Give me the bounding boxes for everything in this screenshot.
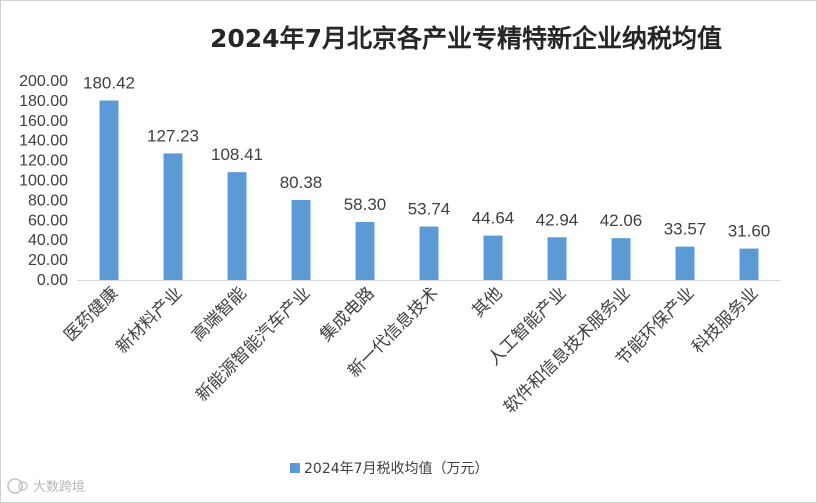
bar-value-label: 31.60 <box>728 222 771 241</box>
x-category-label: 新能源智能汽车产业 <box>192 283 314 405</box>
db-logo-icon <box>7 478 28 494</box>
bar-value-label: 33.57 <box>664 220 707 239</box>
bar <box>675 246 695 280</box>
bar-value-label: 42.06 <box>600 211 643 230</box>
y-tick-label: 40.00 <box>28 232 68 249</box>
y-tick-label: 100.00 <box>19 173 68 190</box>
y-tick-label: 60.00 <box>28 212 68 229</box>
x-category-label: 其他 <box>468 283 506 321</box>
bar-value-label: 127.23 <box>147 126 199 145</box>
legend-swatch <box>290 463 300 473</box>
bar <box>419 226 439 280</box>
bar-value-label: 53.74 <box>408 200 451 219</box>
watermark-text: 大数跨境 <box>33 480 85 495</box>
chart-title: 2024年7月北京各产业专精特新企业纳税均值 <box>210 24 722 53</box>
x-category-label: 集成电路 <box>316 283 378 345</box>
x-category-label: 高端智能 <box>188 283 250 345</box>
bar-value-label: 58.30 <box>344 195 387 214</box>
bar <box>739 248 759 280</box>
y-tick-label: 160.00 <box>19 113 68 130</box>
bar <box>611 238 631 280</box>
x-category-label: 软件和信息技术服务业 <box>500 283 634 417</box>
y-tick-label: 0.00 <box>37 272 68 289</box>
legend: 2024年7月税收均值（万元） <box>290 461 489 477</box>
y-tick-label: 140.00 <box>19 133 68 150</box>
y-tick-label: 80.00 <box>28 192 68 209</box>
x-category-label: 科技服务业 <box>688 283 762 357</box>
y-tick-label: 120.00 <box>19 153 68 170</box>
bar-value-label: 44.64 <box>472 209 515 228</box>
legend-label: 2024年7月税收均值（万元） <box>304 461 489 477</box>
bar-value-label: 80.38 <box>280 173 323 192</box>
bar <box>355 221 375 280</box>
y-tick-label: 180.00 <box>19 93 68 110</box>
bar-value-label: 108.41 <box>211 145 263 164</box>
bar <box>483 235 503 280</box>
bar <box>163 153 183 280</box>
bar-value-label: 42.94 <box>536 210 579 229</box>
x-category-label: 新材料产业 <box>112 283 186 357</box>
bar-series <box>99 100 759 280</box>
bar <box>547 237 567 280</box>
bar-value-label: 180.42 <box>83 73 135 92</box>
x-category-label: 医药健康 <box>60 283 122 345</box>
bar <box>99 100 119 280</box>
y-tick-label: 20.00 <box>28 252 68 269</box>
y-axis: 0.00 20.00 40.00 60.00 80.00 100.00 120.00 140.… <box>19 73 68 289</box>
data-labels: 180.42 127.23 108.41 80.38 58.30 53.74 44.64 42… <box>83 73 770 240</box>
bar <box>291 200 311 280</box>
bar <box>227 172 247 280</box>
watermark: 大数跨境 <box>7 478 85 495</box>
y-tick-label: 200.00 <box>19 73 68 90</box>
